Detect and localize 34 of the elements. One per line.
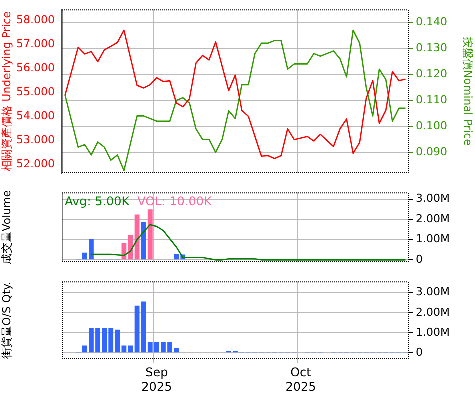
y2-tick-label: 2.00M xyxy=(416,212,450,226)
y-tick-label: 52.000 xyxy=(16,157,55,170)
series-label: VOL: 10.00K xyxy=(138,194,214,209)
y2-tick-label: 3.00M xyxy=(416,192,450,206)
bar xyxy=(128,346,134,353)
bar xyxy=(141,222,146,260)
y-tick-label: 55.000 xyxy=(16,85,55,98)
y2-tick-label: 1.00M xyxy=(416,232,450,246)
y2-tick-label: 0 xyxy=(416,253,423,266)
bar xyxy=(148,210,153,260)
text: Avg: 5.00K xyxy=(65,194,131,209)
bar xyxy=(122,244,127,260)
y2-tick-label: 0.110 xyxy=(416,93,448,106)
y2-tick-label: 0.100 xyxy=(416,119,448,132)
y-axis-title: 成交量Volume xyxy=(0,190,14,264)
y2-tick-label: 0.090 xyxy=(416,145,448,158)
y2-axis-title: 按盤價Nominal Price xyxy=(462,37,475,146)
bar xyxy=(134,306,140,353)
y2-tick-label: 2.00M xyxy=(416,306,450,319)
y-tick-label: 54.000 xyxy=(16,109,55,122)
y2-tick-label: 0 xyxy=(416,346,423,360)
y2-tick-label: 0.120 xyxy=(416,67,448,80)
y2-tick-label: 0.130 xyxy=(416,41,448,54)
y-axis-title: 街貨量O/S Qty. xyxy=(0,282,14,360)
x-tick-label: Sep 2025 xyxy=(142,366,172,394)
y2-tick-label: 1.00M xyxy=(416,326,450,339)
y-axis-title: 相關資產價格 Underlying Price xyxy=(0,11,14,172)
x-tick-label: Oct 2025 xyxy=(286,366,316,394)
y2-tick-label: 0.140 xyxy=(416,15,448,28)
y2-tick-label: 3.00M xyxy=(416,286,450,299)
y-tick-label: 53.000 xyxy=(16,133,55,146)
y-tick-label: 56.000 xyxy=(16,61,55,74)
y-tick-label: 58.000 xyxy=(16,13,55,26)
y-tick-label: 57.000 xyxy=(16,37,55,50)
